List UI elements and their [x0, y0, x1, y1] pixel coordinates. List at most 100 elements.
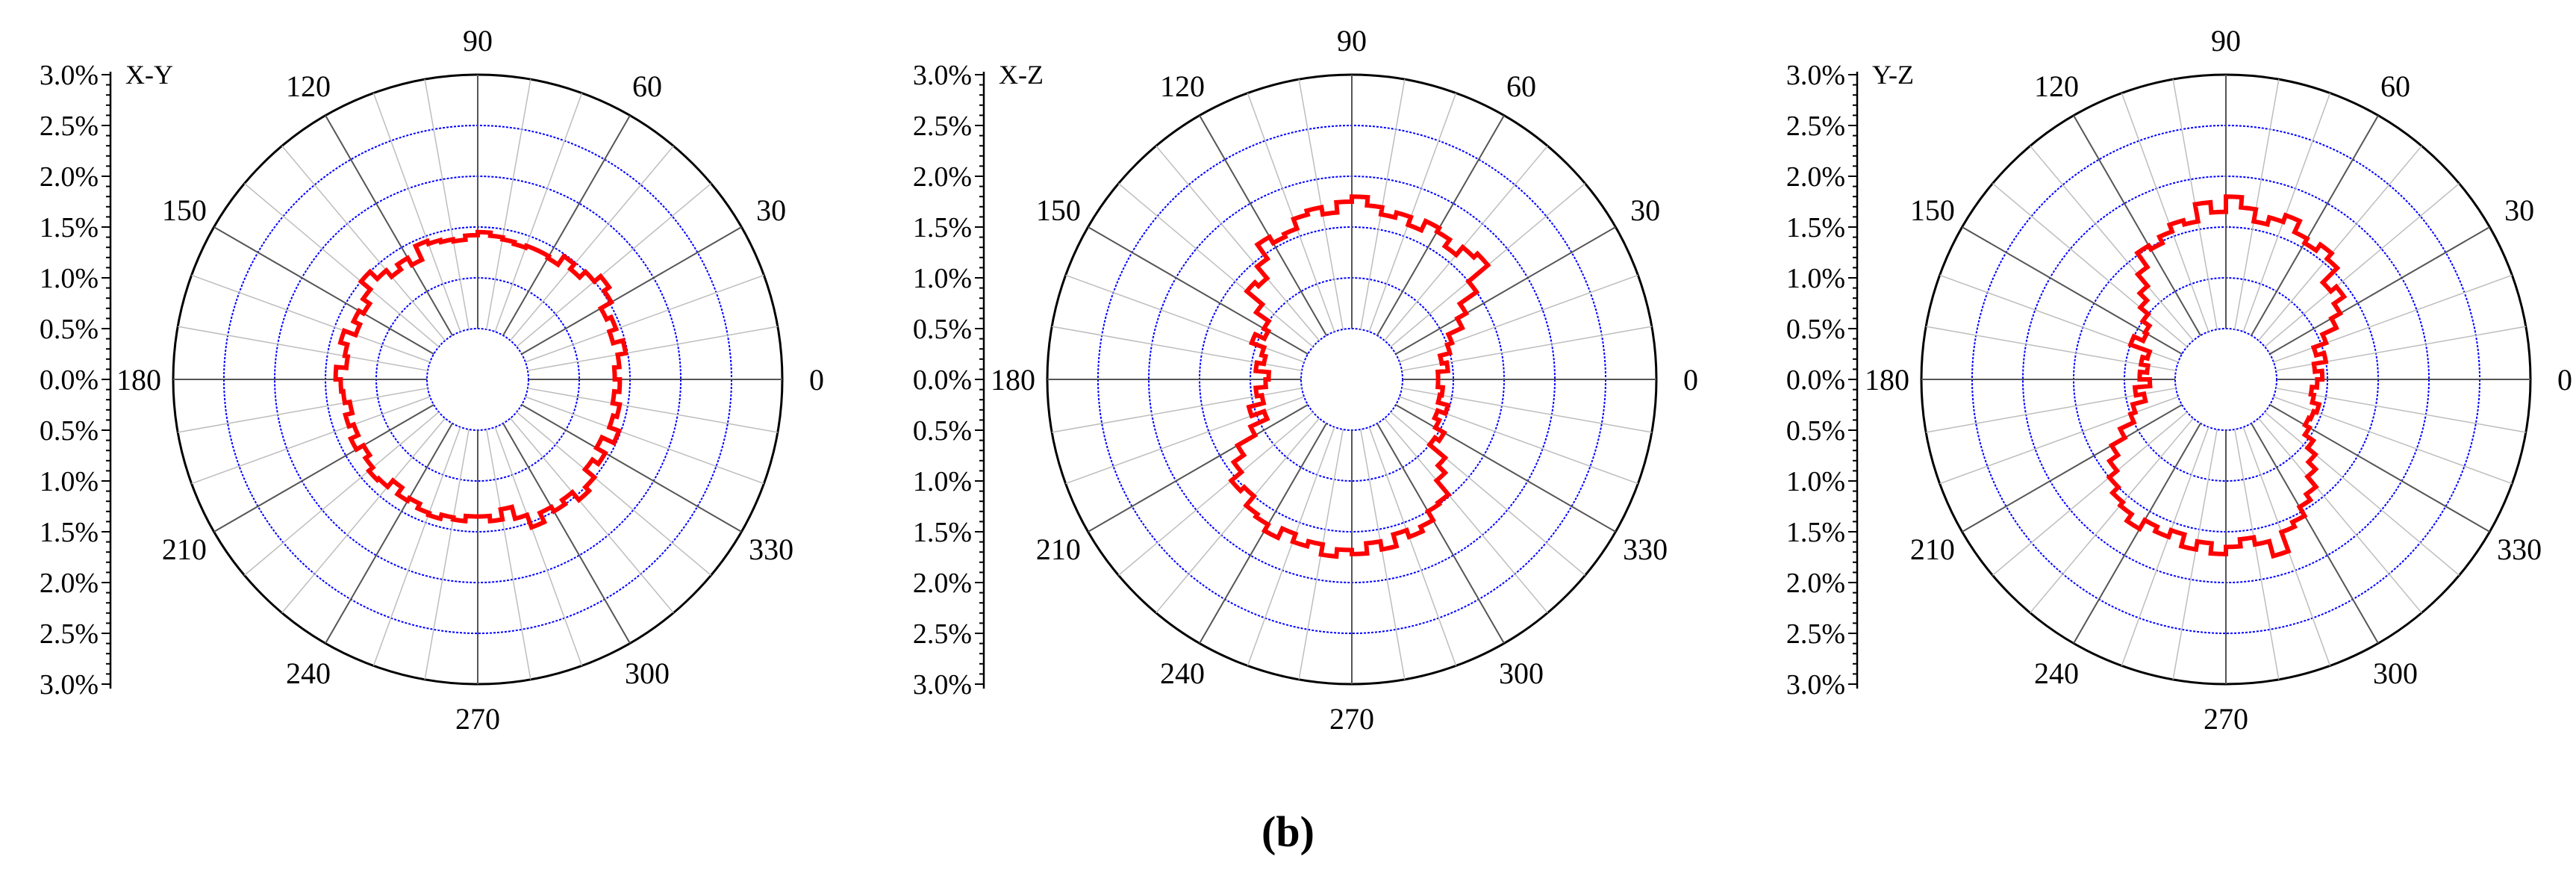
- major-spoke: [1199, 115, 1327, 336]
- radial-tick-label: 2.0%: [40, 161, 99, 193]
- radial-tick-label: 1.0%: [40, 466, 99, 497]
- radial-tick-label: 0.5%: [40, 415, 99, 447]
- radial-tick-label: 0.5%: [40, 314, 99, 345]
- minor-spoke: [243, 412, 440, 576]
- minor-spoke: [527, 388, 778, 433]
- angle-tick-label: 30: [2504, 193, 2534, 227]
- minor-spoke: [1992, 412, 2188, 576]
- minor-spoke: [1368, 93, 1457, 332]
- radial-tick-label: 2.0%: [40, 568, 99, 599]
- radial-tick-label: 0.5%: [913, 314, 972, 345]
- radial-tick-label: 1.0%: [1786, 263, 1845, 294]
- minor-spoke: [2264, 183, 2460, 347]
- angle-tick-label: 240: [1160, 656, 1205, 690]
- minor-spoke: [516, 183, 712, 347]
- minor-spoke: [1368, 426, 1457, 666]
- radial-tick-label: 0.0%: [40, 364, 99, 396]
- radial-tick-label: 0.5%: [1786, 415, 1845, 447]
- angle-tick-label: 60: [632, 69, 662, 103]
- radial-tick-label: 1.0%: [913, 263, 972, 294]
- polar-panel-x-y: 0 30 60 90 120 150 180 210 240 270 300 330 0.0% 0.5% 0…: [40, 24, 824, 736]
- minor-spoke: [2258, 145, 2422, 341]
- angle-tick-label: 30: [1630, 193, 1660, 227]
- minor-spoke: [2275, 388, 2526, 433]
- angle-tick-label: 240: [286, 656, 331, 690]
- radial-tick-label: 2.5%: [40, 111, 99, 142]
- minor-spoke: [1247, 426, 1335, 666]
- minor-spoke: [2030, 145, 2194, 341]
- radial-tick-label: 1.5%: [40, 212, 99, 243]
- major-spoke: [2073, 115, 2201, 336]
- major-spoke: [1376, 423, 1505, 644]
- angle-tick-label: 0: [2557, 363, 2572, 397]
- minor-spoke: [2121, 426, 2209, 666]
- radial-tick-label: 3.0%: [40, 60, 99, 91]
- minor-spoke: [1156, 417, 1320, 614]
- minor-spoke: [191, 396, 431, 485]
- major-spoke: [213, 226, 434, 355]
- histogram-series: [333, 229, 629, 530]
- minor-spoke: [2172, 429, 2218, 680]
- major-spoke: [1088, 404, 1309, 533]
- minor-spoke: [1360, 79, 1406, 330]
- radial-tick-label: 0.5%: [1786, 314, 1845, 345]
- major-spoke: [213, 404, 434, 533]
- radial-tick-label: 2.0%: [913, 568, 972, 599]
- angle-tick-label: 210: [1036, 533, 1081, 566]
- major-spoke: [1376, 115, 1505, 336]
- minor-spoke: [424, 429, 470, 680]
- minor-spoke: [516, 412, 712, 576]
- minor-spoke: [1247, 93, 1335, 332]
- minor-spoke: [1360, 429, 1406, 680]
- radial-tick-label: 2.5%: [913, 111, 972, 142]
- radial-tick-label: 2.5%: [40, 618, 99, 650]
- angle-tick-label: 300: [1499, 656, 1544, 690]
- minor-spoke: [2273, 274, 2513, 363]
- minor-spoke: [525, 274, 764, 363]
- minor-spoke: [2030, 417, 2194, 614]
- angle-tick-label: 120: [1160, 69, 1205, 103]
- major-spoke: [1962, 404, 2183, 533]
- angle-tick-label: 270: [2204, 702, 2248, 736]
- major-spoke: [502, 115, 631, 336]
- minor-spoke: [2258, 417, 2422, 614]
- angle-tick-label: 180: [1865, 363, 1909, 397]
- angle-tick-label: 150: [1036, 193, 1081, 227]
- radial-tick-label: 3.0%: [40, 669, 99, 701]
- radial-tick-label: 3.0%: [913, 669, 972, 701]
- major-spoke: [2251, 115, 2379, 336]
- angle-tick-label: 240: [2034, 656, 2079, 690]
- major-spoke: [2269, 226, 2490, 355]
- major-spoke: [2073, 423, 2201, 644]
- minor-spoke: [1399, 274, 1638, 363]
- angle-tick-label: 180: [991, 363, 1035, 397]
- angle-tick-label: 0: [809, 363, 824, 397]
- minor-spoke: [1401, 326, 1652, 371]
- angle-tick-label: 210: [1910, 533, 1955, 566]
- radial-gridline: [426, 328, 529, 431]
- minor-spoke: [372, 426, 461, 666]
- histogram-series: [2106, 194, 2348, 559]
- polar-figure: 03060901201501802102402703003300.0%0.5%0…: [40, 24, 2572, 736]
- minor-spoke: [1298, 79, 1344, 330]
- minor-spoke: [178, 326, 428, 371]
- caption-text: (b): [1262, 807, 1314, 856]
- radial-tick-label: 0.0%: [913, 364, 972, 396]
- radial-tick-label: 2.0%: [1786, 161, 1845, 193]
- angle-tick-label: 300: [2373, 656, 2418, 690]
- angle-tick-label: 270: [455, 702, 500, 736]
- minor-spoke: [281, 417, 446, 614]
- radial-tick-label: 3.0%: [1786, 60, 1845, 91]
- minor-spoke: [2234, 79, 2280, 330]
- minor-spoke: [191, 274, 431, 363]
- angle-tick-label: 120: [286, 69, 331, 103]
- radial-tick-label: 1.5%: [913, 212, 972, 243]
- radial-tick-label: 3.0%: [913, 60, 972, 91]
- angle-tick-label: 90: [2211, 24, 2241, 58]
- minor-spoke: [243, 183, 440, 347]
- panel-label: X-Y: [125, 60, 173, 90]
- polar-panel-x-z: 0 30 60 90 120 150 180 210 240 270 300 330 0.0% 0.5% 0…: [913, 24, 1698, 736]
- angle-tick-label: 330: [749, 533, 793, 566]
- radial-tick-label: 2.5%: [913, 618, 972, 650]
- histogram-series: [1228, 194, 1491, 559]
